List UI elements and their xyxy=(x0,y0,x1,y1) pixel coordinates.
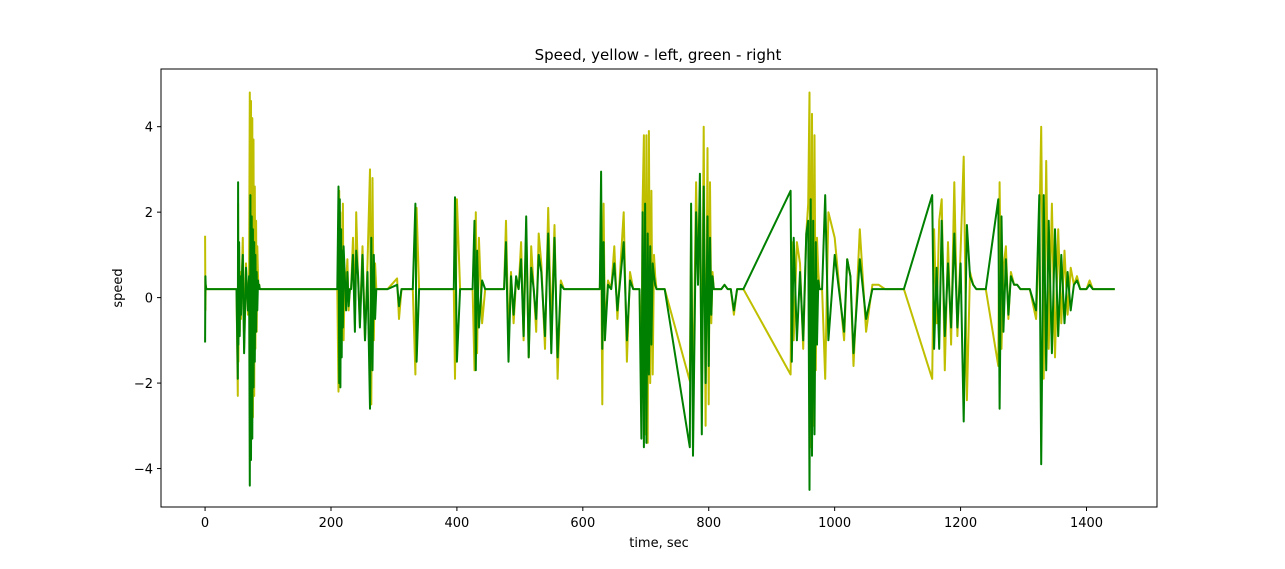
x-tick-label: 800 xyxy=(696,516,721,531)
y-tick-label: −2 xyxy=(134,377,153,392)
axes-frame xyxy=(160,68,1158,508)
series-line-1 xyxy=(204,91,1115,449)
y-tick-label: 0 xyxy=(145,292,153,307)
x-tick-label: 400 xyxy=(444,516,469,531)
plot-area xyxy=(160,68,1158,508)
x-tick-label: 0 xyxy=(201,516,209,531)
y-axis-label: speed xyxy=(111,268,126,307)
y-tick-label: 4 xyxy=(145,121,153,136)
y-tick-label: −4 xyxy=(134,463,153,478)
series-line-2 xyxy=(204,170,1115,491)
x-tick-label: 600 xyxy=(570,516,595,531)
chart-title: Speed, yellow - left, green - right xyxy=(535,46,782,64)
y-tick-label: 2 xyxy=(145,206,153,221)
x-tick-label: 200 xyxy=(319,516,344,531)
series-layer xyxy=(204,91,1115,491)
x-axis-label: time, sec xyxy=(629,536,689,551)
x-tick-label: 1200 xyxy=(944,516,977,531)
x-axis: 0 200 400 600 800 1000 1200 1400 xyxy=(201,507,1103,531)
x-tick-label: 1400 xyxy=(1070,516,1103,531)
x-tick-label: 1000 xyxy=(818,516,851,531)
y-axis: −4 −2 0 2 4 xyxy=(134,121,161,478)
